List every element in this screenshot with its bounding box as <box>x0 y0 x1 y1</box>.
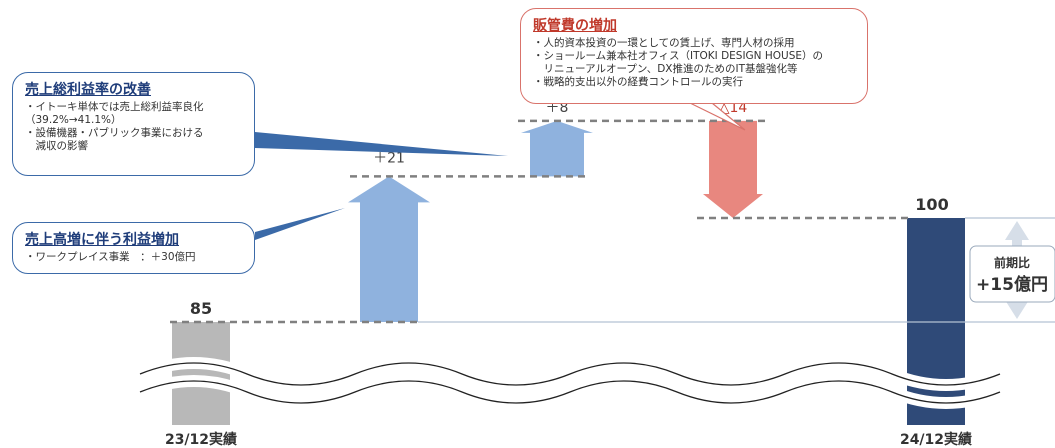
sga-increase-callout-title: 販管費の増加 <box>533 18 617 34</box>
sales-increase-line: ・ワークプレイス事業 ：＋30億円 <box>25 251 196 263</box>
gross-margin-line: 減収の影響 <box>25 140 88 152</box>
value-label-23-12: 85 <box>190 299 212 318</box>
sga-increase-line: ・戦略的支出以外の経費コントロールの実行 <box>533 76 743 88</box>
value-label-24-12: 100 <box>915 195 948 214</box>
sga-increase-callout: 販管費の増加 ・人的資本投資の一環としての賃上げ、専門人材の採用 ・ショールーム… <box>520 8 868 104</box>
comparison-box <box>969 245 1055 303</box>
axis-break-wave-lower <box>139 380 1001 404</box>
gross-margin-line: （39.2%→41.1%） <box>25 114 122 126</box>
bar-23-12 <box>172 322 230 425</box>
axis-break-wave-upper <box>139 362 1001 386</box>
comparison-title: 前期比 <box>994 255 1030 270</box>
sga-increase-line: ・ショールーム兼本社オフィス（ITOKI DESIGN HOUSE）の <box>533 50 824 62</box>
comparison-value: +15億円 <box>976 274 1048 295</box>
increase-arrow-gross-margin <box>521 120 593 177</box>
sga-increase-line: リニューアルオープン、DX推進のためのIT基盤強化等 <box>533 63 798 75</box>
delta-label-sales: ＋21 <box>373 150 405 166</box>
sales-increase-callout: 売上高増に伴う利益増加 ・ワークプレイス事業 ：＋30億円 <box>12 222 255 274</box>
sga-increase-line: ・人的資本投資の一環としての賃上げ、専門人材の採用 <box>533 37 795 49</box>
sales-increase-callout-pointer <box>255 208 345 240</box>
gross-margin-callout-title: 売上総利益率の改善 <box>25 82 151 98</box>
category-label-24-12: 24/12実績 <box>900 431 972 448</box>
increase-arrow-sales <box>348 176 430 322</box>
gross-margin-line: ・イトーキ単体では売上総利益率良化 <box>25 101 204 113</box>
gross-margin-line: ・設備機器・パブリック事業における <box>25 127 204 139</box>
gross-margin-callout: 売上総利益率の改善 ・イトーキ単体では売上総利益率良化 （39.2%→41.1%… <box>12 72 255 176</box>
sales-increase-callout-title: 売上高増に伴う利益増加 <box>25 232 179 248</box>
gross-margin-callout-pointer <box>255 132 508 156</box>
decrease-arrow-sga <box>703 120 763 218</box>
category-label-23-12: 23/12実績 <box>165 431 237 448</box>
